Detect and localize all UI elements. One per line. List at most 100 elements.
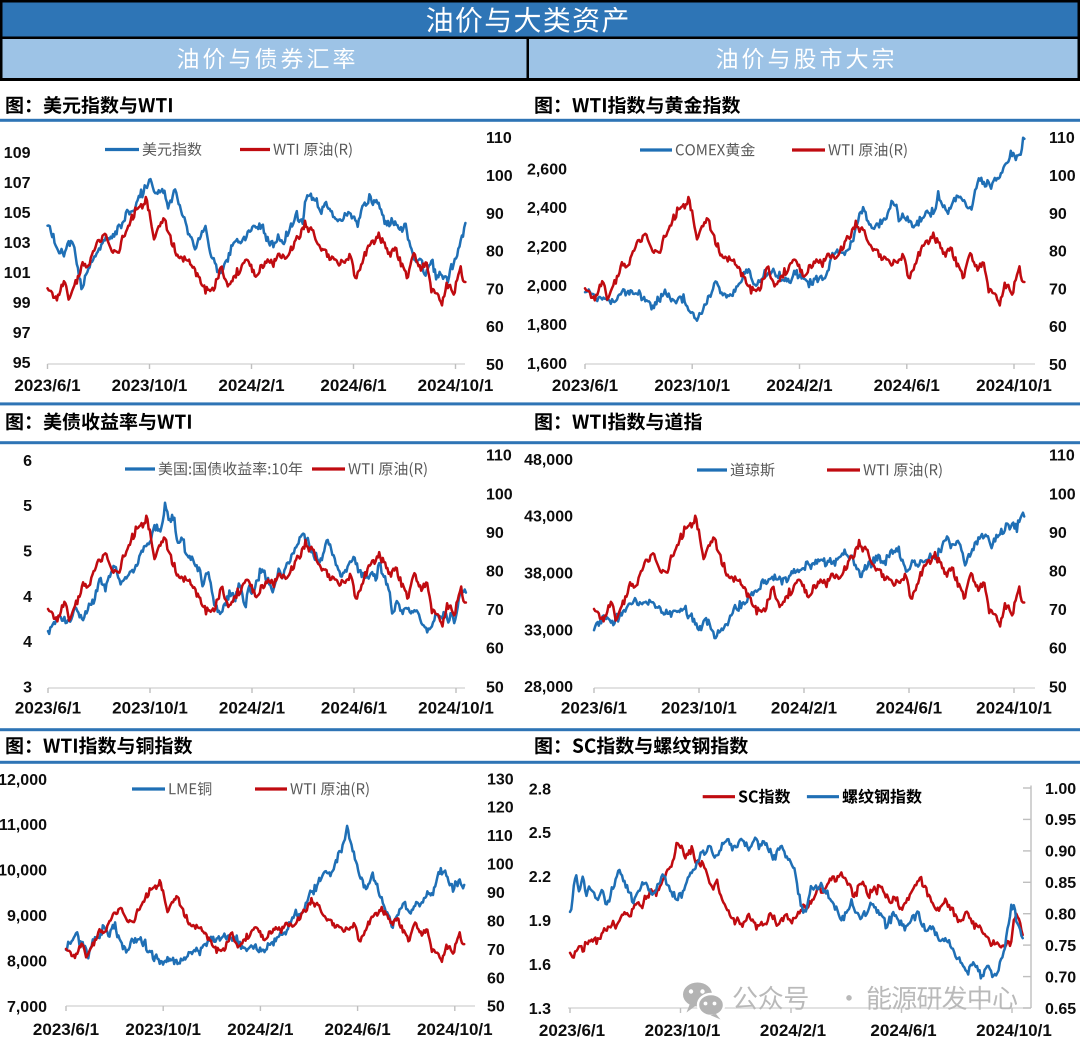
svg-text:0.75: 0.75 [1045,938,1076,955]
svg-text:2023/10/1: 2023/10/1 [125,1020,201,1039]
svg-text:90: 90 [487,885,505,902]
svg-text:70: 70 [486,281,504,298]
svg-text:97: 97 [13,325,31,342]
svg-text:0.90: 0.90 [1045,844,1076,861]
svg-text:2,000: 2,000 [527,278,567,295]
svg-text:7,000: 7,000 [7,999,47,1016]
svg-text:80: 80 [486,244,504,261]
svg-text:2.8: 2.8 [529,781,551,798]
svg-text:2023/10/1: 2023/10/1 [645,1021,721,1040]
svg-text:33,000: 33,000 [524,622,573,639]
svg-text:1.6: 1.6 [529,957,551,974]
svg-text:2023/6/1: 2023/6/1 [561,699,627,718]
svg-text:120: 120 [487,800,514,817]
svg-text:2023/6/1: 2023/6/1 [539,1021,605,1040]
svg-text:2023/10/1: 2023/10/1 [654,376,730,395]
svg-text:90: 90 [486,525,504,542]
svg-text:2,400: 2,400 [527,200,567,217]
svg-text:2.2: 2.2 [529,869,551,886]
svg-text:110: 110 [487,828,513,845]
svg-text:8,000: 8,000 [7,953,47,970]
svg-text:1.9: 1.9 [529,913,551,930]
svg-text:43,000: 43,000 [524,509,573,526]
svg-text:80: 80 [486,564,504,581]
svg-text:2024/2/1: 2024/2/1 [760,1021,826,1040]
svg-text:5: 5 [23,498,32,515]
svg-text:2024/10/1: 2024/10/1 [417,1020,493,1039]
svg-text:2024/6/1: 2024/6/1 [320,376,386,395]
svg-text:2023/10/1: 2023/10/1 [661,699,737,718]
svg-text:6: 6 [23,453,32,470]
svg-text:2.5: 2.5 [529,825,551,842]
svg-text:0.95: 0.95 [1045,812,1076,829]
svg-text:70: 70 [1049,281,1067,298]
svg-text:100: 100 [1049,168,1076,185]
svg-text:100: 100 [486,486,513,503]
svg-text:1,600: 1,600 [527,356,567,373]
svg-text:48,000: 48,000 [524,452,573,469]
svg-text:4: 4 [23,589,32,606]
svg-text:2023/10/1: 2023/10/1 [112,376,188,395]
svg-text:60: 60 [1049,319,1067,336]
svg-text:1,800: 1,800 [527,317,567,334]
svg-text:0.80: 0.80 [1045,907,1076,924]
svg-text:50: 50 [487,999,505,1016]
svg-text:95: 95 [13,355,31,372]
svg-text:2,200: 2,200 [527,239,567,256]
svg-text:2,600: 2,600 [527,161,567,178]
svg-text:2024/2/1: 2024/2/1 [218,376,284,395]
svg-text:110: 110 [1049,130,1075,147]
svg-text:1.3: 1.3 [529,1001,551,1018]
svg-text:50: 50 [486,357,504,374]
svg-text:9,000: 9,000 [7,908,47,925]
svg-text:11,000: 11,000 [0,817,47,834]
svg-text:100: 100 [1049,486,1076,503]
svg-text:110: 110 [486,448,512,465]
svg-text:2024/6/1: 2024/6/1 [874,376,940,395]
svg-text:2024/10/1: 2024/10/1 [976,376,1052,395]
svg-text:0.85: 0.85 [1045,875,1076,892]
svg-text:3: 3 [23,680,32,697]
svg-text:50: 50 [1049,679,1067,696]
svg-text:101: 101 [4,265,31,282]
svg-text:80: 80 [1049,244,1067,261]
svg-text:2024/10/1: 2024/10/1 [418,376,494,395]
svg-text:5: 5 [23,543,32,560]
svg-text:50: 50 [1049,357,1067,374]
svg-text:0.65: 0.65 [1045,1001,1076,1018]
svg-text:110: 110 [486,130,512,147]
svg-text:80: 80 [487,913,505,930]
svg-text:80: 80 [1049,564,1067,581]
svg-text:0.70: 0.70 [1045,969,1076,986]
svg-text:70: 70 [487,942,505,959]
svg-text:60: 60 [486,319,504,336]
svg-text:2023/6/1: 2023/6/1 [14,376,80,395]
svg-text:110: 110 [1049,448,1075,465]
svg-text:38,000: 38,000 [524,566,573,583]
svg-text:109: 109 [4,145,31,162]
svg-text:130: 130 [487,771,514,788]
svg-text:50: 50 [486,679,504,696]
svg-text:28,000: 28,000 [524,679,573,696]
svg-text:2024/6/1: 2024/6/1 [325,1020,391,1039]
svg-text:60: 60 [487,970,505,987]
svg-text:99: 99 [13,295,31,312]
svg-text:70: 70 [486,602,504,619]
svg-text:90: 90 [486,206,504,223]
svg-text:100: 100 [486,168,513,185]
svg-text:105: 105 [4,205,31,222]
svg-text:107: 107 [4,175,31,192]
svg-text:103: 103 [4,235,31,252]
svg-text:2023/6/1: 2023/6/1 [552,376,618,395]
svg-text:2024/2/1: 2024/2/1 [219,699,285,718]
svg-text:100: 100 [487,857,514,874]
svg-text:2024/2/1: 2024/2/1 [227,1020,293,1039]
svg-text:60: 60 [1049,641,1067,658]
svg-text:90: 90 [1049,525,1067,542]
svg-text:2024/6/1: 2024/6/1 [321,699,387,718]
svg-text:2024/10/1: 2024/10/1 [418,699,494,718]
svg-text:10,000: 10,000 [0,863,47,880]
svg-text:2024/2/1: 2024/2/1 [771,699,837,718]
svg-text:1.00: 1.00 [1045,781,1076,798]
svg-text:2023/10/1: 2023/10/1 [112,699,188,718]
